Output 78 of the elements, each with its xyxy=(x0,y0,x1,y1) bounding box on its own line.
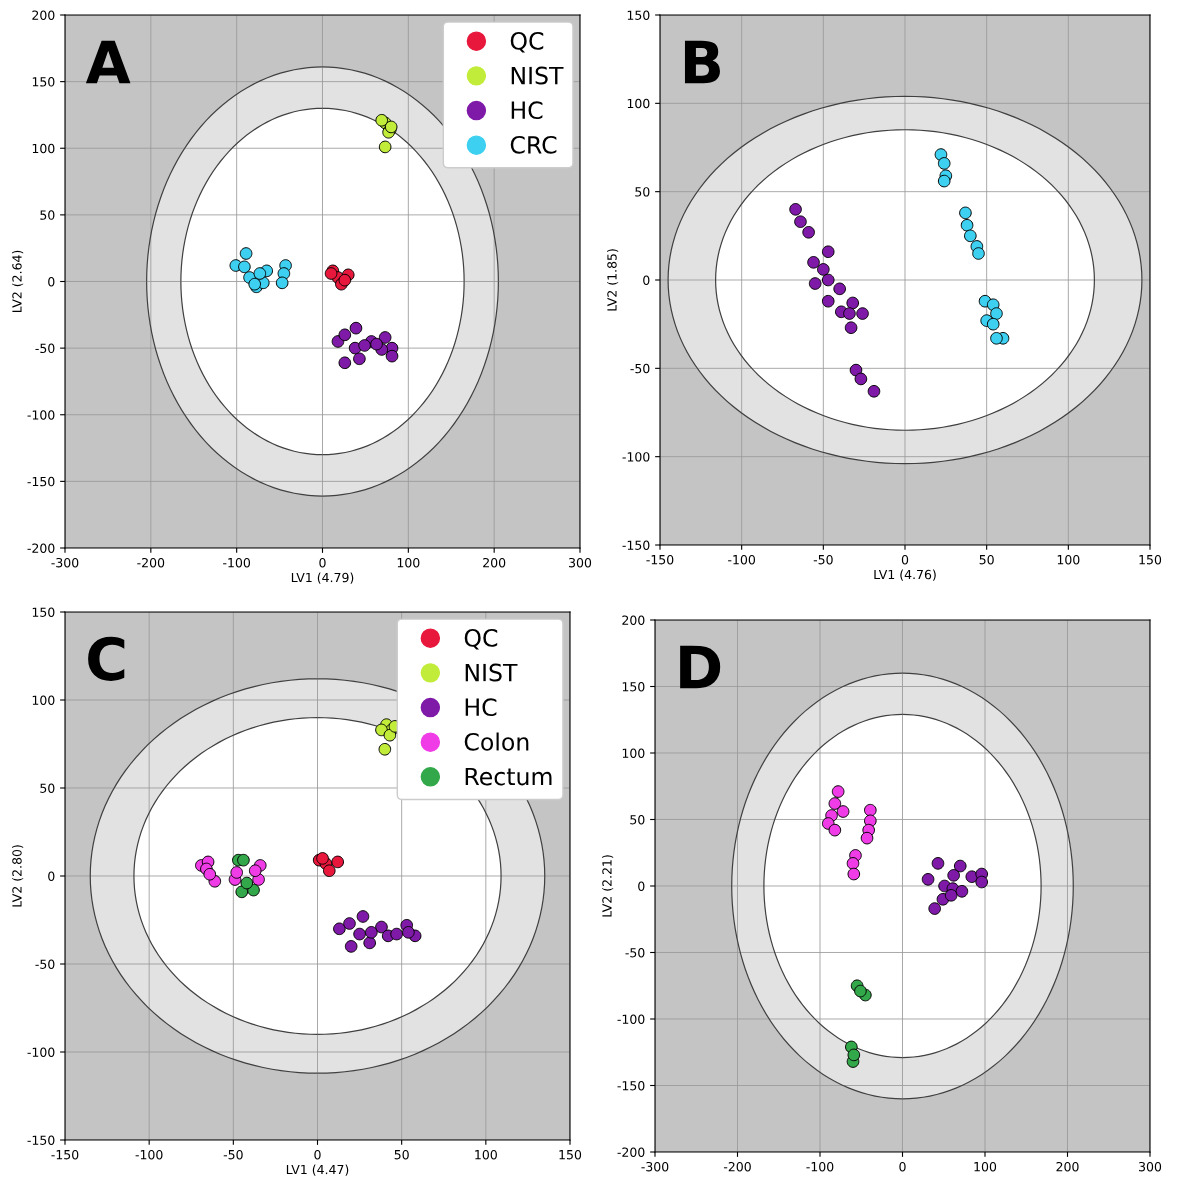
y-tick-label: 0 xyxy=(48,276,55,287)
x-axis-title: LV1 (4.76) xyxy=(874,569,936,581)
x-axis-title: LV1 (4.47) xyxy=(286,1164,349,1176)
legend-label: HC xyxy=(511,101,543,120)
y-axis-title: LV2 (2.64) xyxy=(12,250,24,313)
x-tick-label: 100 xyxy=(397,557,420,568)
y-tick-label: -100 xyxy=(27,1047,55,1057)
y-tick-label: -50 xyxy=(35,343,55,354)
y-tick-label: 50 xyxy=(40,210,55,220)
y-tick-label: 150 xyxy=(627,10,650,20)
legend-label: HC xyxy=(465,698,497,717)
y-tick-label: 0 xyxy=(643,275,650,285)
x-tick-label: -100 xyxy=(223,557,251,568)
y-tick-label: -100 xyxy=(27,410,55,420)
y-tick-label: 50 xyxy=(40,783,55,793)
y-tick-label: -150 xyxy=(27,1135,55,1145)
x-tick-label: 300 xyxy=(1139,1161,1162,1172)
y-tick-label: 100 xyxy=(32,143,55,154)
x-tick-label: 200 xyxy=(1056,1161,1079,1172)
x-tick-label: 50 xyxy=(394,1149,409,1160)
chart-title: A xyxy=(85,40,131,84)
y-tick-label: 150 xyxy=(32,607,55,617)
x-tick-label: -200 xyxy=(137,557,165,568)
x-tick-label: 100 xyxy=(1057,554,1080,565)
legend-label: NIST xyxy=(511,66,564,85)
x-tick-label: -100 xyxy=(806,1161,834,1172)
y-tick-label: -50 xyxy=(35,959,55,969)
y-axis-title: LV2 (1.85) xyxy=(607,249,619,311)
x-tick-label: 50 xyxy=(979,554,994,565)
y-tick-label: 0 xyxy=(48,871,55,881)
legend-label: Colon xyxy=(464,732,529,751)
y-axis-title: LV2 (2.21) xyxy=(602,855,614,917)
y-tick-label: 150 xyxy=(32,77,55,87)
y-tick-label: 50 xyxy=(630,814,645,825)
x-tick-label: -50 xyxy=(223,1149,243,1160)
x-axis-title: LV1 (4.79) xyxy=(291,572,354,584)
y-tick-label: -200 xyxy=(27,543,55,553)
y-tick-label: 200 xyxy=(32,10,55,20)
y-axis-title: LV2 (2.80) xyxy=(12,845,24,907)
y-tick-label: 100 xyxy=(627,98,650,109)
y-tick-label: -150 xyxy=(27,476,55,487)
y-tick-label: -50 xyxy=(630,363,650,374)
x-tick-label: -200 xyxy=(723,1161,751,1172)
legend-label: Rectum xyxy=(465,767,552,786)
legend-label: CRC xyxy=(510,135,557,154)
x-tick-label: -300 xyxy=(641,1161,669,1172)
chart-title: D xyxy=(680,645,721,689)
x-tick-label: 200 xyxy=(483,557,506,568)
y-tick-label: 100 xyxy=(622,748,645,758)
y-tick-label: 100 xyxy=(32,695,55,705)
x-tick-label: -150 xyxy=(646,554,674,565)
y-tick-label: 200 xyxy=(622,615,645,625)
y-tick-label: 50 xyxy=(635,187,650,197)
legend-label: QC xyxy=(464,628,498,650)
y-tick-label: -100 xyxy=(622,452,650,462)
x-tick-label: 100 xyxy=(974,1161,997,1172)
y-tick-label: -150 xyxy=(617,1080,645,1091)
x-tick-label: 100 xyxy=(475,1149,497,1160)
y-tick-label: 150 xyxy=(622,681,645,692)
x-tick-label: 150 xyxy=(1139,554,1162,565)
y-tick-label: -150 xyxy=(622,540,650,550)
chart-title: C xyxy=(88,636,125,681)
chart-title: B xyxy=(684,40,720,84)
x-tick-label: 300 xyxy=(569,557,592,568)
x-tick-label: -300 xyxy=(51,557,79,568)
x-tick-label: 0 xyxy=(319,557,326,568)
x-tick-label: 0 xyxy=(901,554,909,565)
x-tick-label: -50 xyxy=(813,554,833,565)
legend-label: QC xyxy=(510,31,544,53)
legend-label: NIST xyxy=(465,663,518,682)
y-tick-label: 0 xyxy=(638,881,645,891)
x-tick-label: 0 xyxy=(899,1161,906,1172)
y-tick-label: -50 xyxy=(625,947,645,958)
x-tick-label: 0 xyxy=(314,1149,321,1160)
x-tick-label: 150 xyxy=(559,1149,582,1160)
x-tick-label: -100 xyxy=(728,554,756,565)
x-tick-label: -100 xyxy=(135,1149,163,1160)
y-tick-label: -100 xyxy=(617,1014,645,1024)
